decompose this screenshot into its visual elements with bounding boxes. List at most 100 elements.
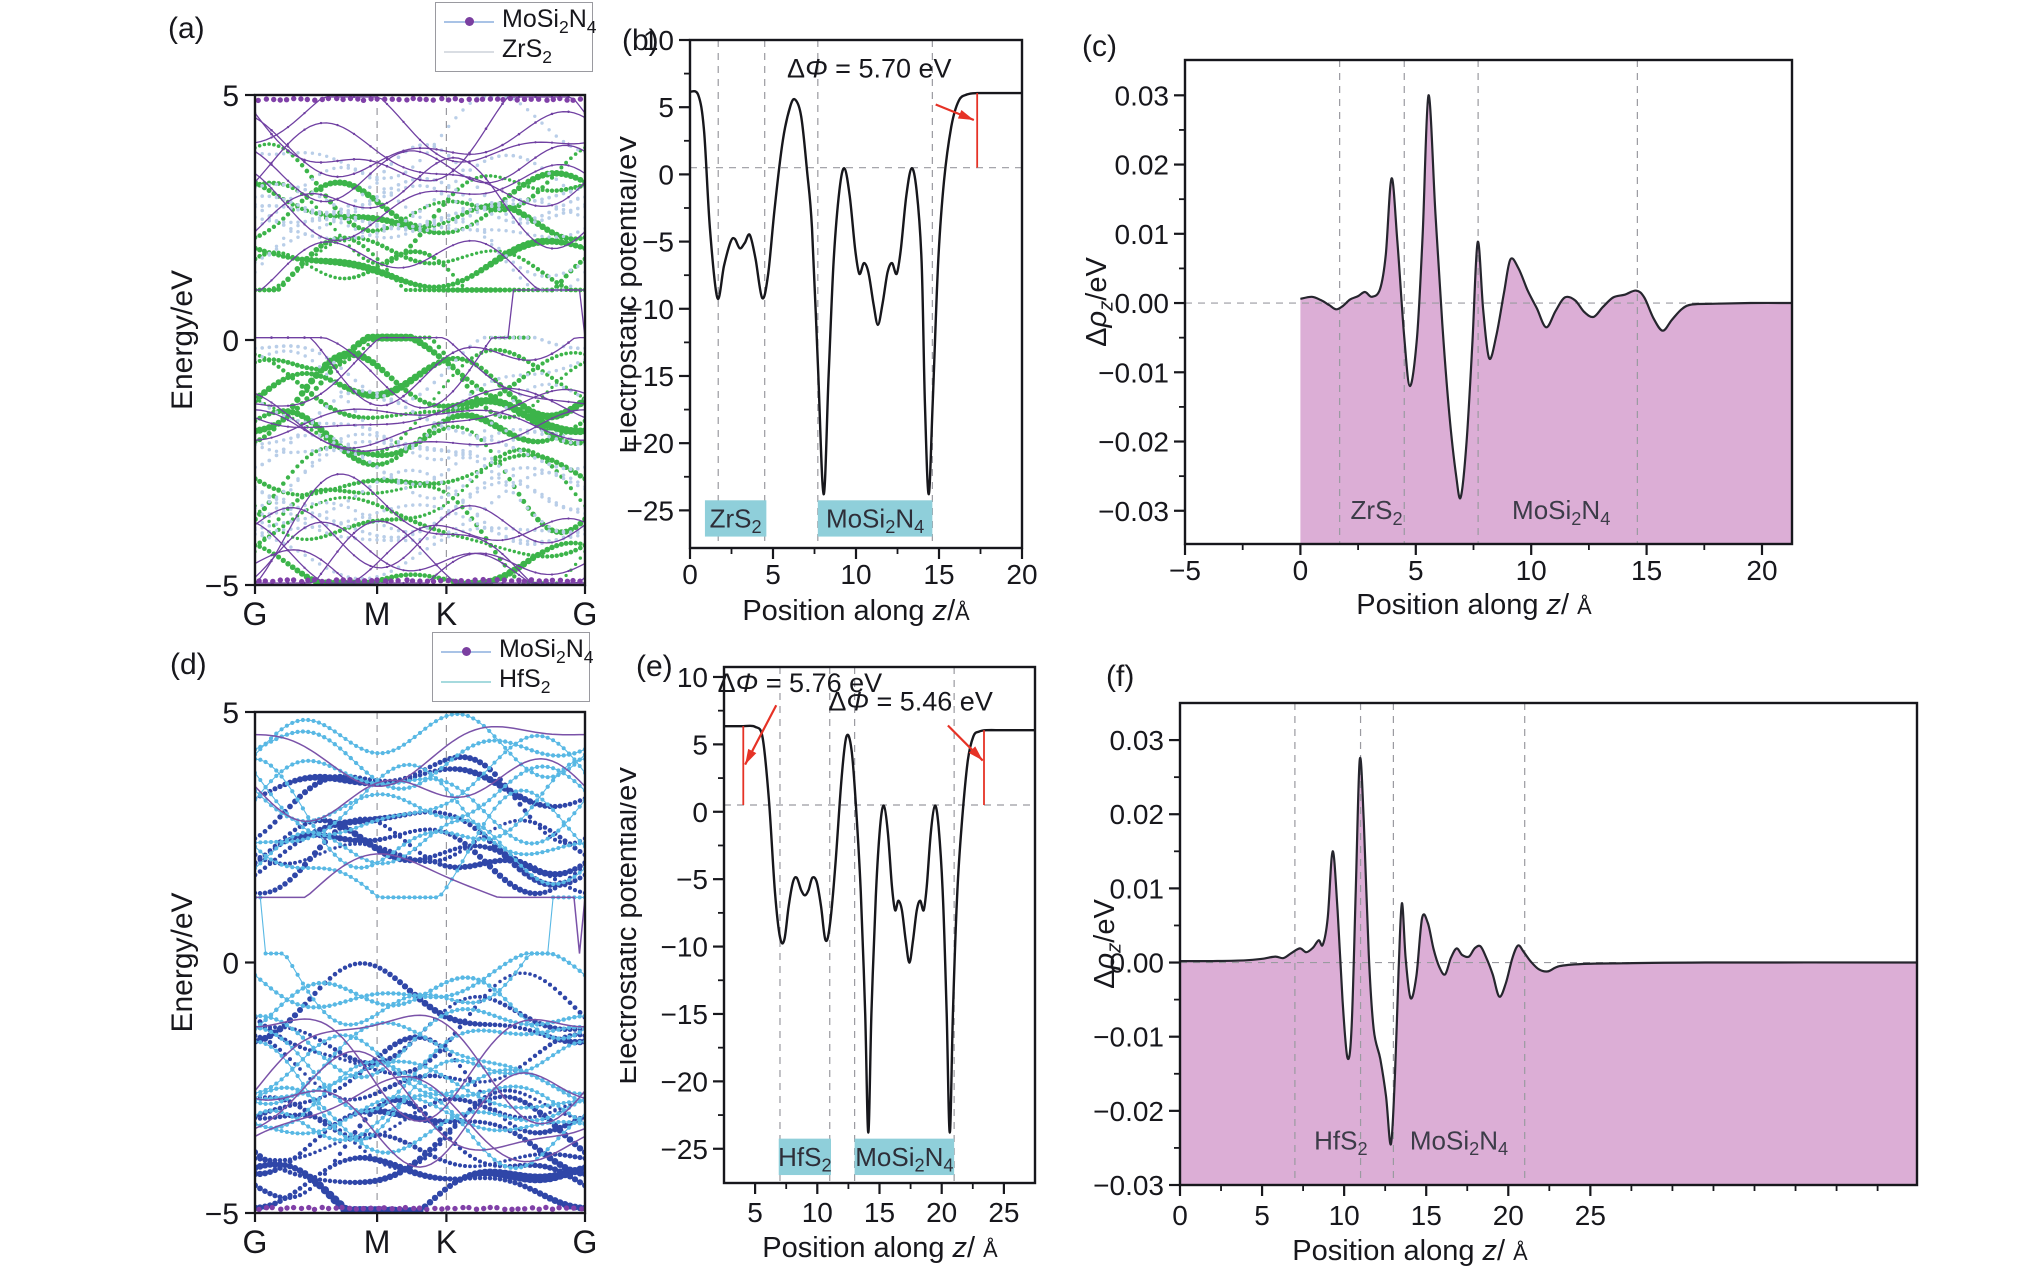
legend-panel-d: MoSi2N4 HfS2 [432, 632, 594, 702]
x-tick-label: 25 [988, 1197, 1019, 1228]
y-tick-label: 5 [222, 697, 239, 730]
y-tick-label: 0.00 [1115, 288, 1170, 319]
panel-b-electrostatic-potential: ΔΦ = 5.70 eV ZrS2 MoSi2N4 0 5 10 15 20 10 5 0 −5 −10… [620, 25, 1038, 627]
ZrS2-projected-green [255, 142, 585, 585]
x-tick-label: 15 [1631, 555, 1662, 586]
y-tick-label: −0.01 [1093, 1022, 1164, 1053]
y-tick-label: −0.03 [1093, 1170, 1164, 1201]
plot-area [1180, 703, 1917, 1185]
legend-entry: MoSi2N4 [444, 7, 597, 37]
legend-label: HfS2 [499, 665, 551, 698]
annotation-arrowhead [745, 748, 757, 765]
y-tick-label: 0.00 [1110, 948, 1165, 979]
potential-curve [724, 724, 1035, 1134]
material-label: MoSi2N4 [1512, 495, 1610, 529]
plot-area [724, 667, 1035, 1183]
panel-label-a: (a) [168, 12, 205, 45]
x-axis-title: Position along z/ Å [762, 1232, 998, 1264]
y-axis-title: Electrostatic potential/eV [620, 765, 643, 1085]
y-tick-label: 0 [692, 797, 708, 828]
y-tick-label: −5 [205, 1198, 239, 1231]
legend-panel-a: MoSi2N4 ZrS2 [435, 2, 597, 72]
plot-border [688, 38, 1024, 550]
y-axis-title: Δρz/eV [1081, 257, 1117, 347]
charge-density-fill [1300, 95, 1792, 544]
y-tick-label: 5 [692, 729, 708, 760]
x-tick-label: 15 [1411, 1200, 1442, 1231]
x-tick-label: 20 [926, 1197, 957, 1228]
k-point-label: G [243, 1224, 268, 1260]
panel-label-f: (f) [1106, 660, 1135, 693]
potential-curve [690, 89, 1022, 496]
x-tick-label: 0 [1293, 555, 1309, 586]
annotation-arrowhead [968, 746, 983, 761]
legend-entry: HfS2 [441, 667, 583, 697]
y-tick-label: −10 [661, 932, 709, 963]
k-point-label: G [573, 1224, 598, 1260]
panel-c-charge-density-difference: ZrS2 MoSi2N4 −5 0 5 10 15 20 0.03 0.02 0.01 0.00 −0.… [1081, 58, 1794, 621]
y-tick-label: 0.02 [1110, 799, 1165, 830]
x-tick-label: 20 [1746, 555, 1777, 586]
y-tick-label: −0.03 [1098, 496, 1169, 527]
legend-marker-line [444, 7, 494, 37]
x-tick-label: 15 [864, 1197, 895, 1228]
k-point-label: G [573, 596, 598, 632]
density-curve [1180, 756, 1917, 1146]
x-tick-label: −5 [1169, 555, 1201, 586]
delta-phi-annotation: ΔΦ = 5.70 eV [787, 54, 952, 84]
material-label: MoSi2N4 [1410, 1125, 1508, 1159]
material-label-box [817, 500, 933, 537]
legend-marker-line [444, 37, 494, 67]
x-tick-label: 20 [1006, 559, 1037, 590]
y-axis-title: Energy/eV [166, 270, 199, 410]
legend-marker-line [441, 637, 491, 667]
x-tick-label: 25 [1575, 1200, 1606, 1231]
MoSi2N4-purple-bands [255, 725, 585, 1168]
material-label: HfS2 [778, 1142, 831, 1176]
plot-area [690, 40, 1022, 548]
y-tick-label: −5 [642, 227, 674, 258]
material-label-box [854, 1138, 955, 1176]
plot-border [722, 665, 1037, 1185]
legend-entry: ZrS2 [444, 37, 586, 67]
y-tick-label: −20 [661, 1066, 709, 1097]
panel-label-e: (e) [636, 650, 673, 683]
y-tick-label: 0 [222, 948, 239, 981]
panel-f-charge-density-difference: HfS2 MoSi2N4 0 5 10 15 20 25 0.03 0.02 0.01 0.00 −0.… [1089, 701, 1919, 1267]
y-tick-label: 0.02 [1115, 150, 1170, 181]
y-axis-title: Electrostatic potential/eV [620, 134, 643, 454]
y-axis-title: Δρz/eV [1089, 899, 1125, 989]
k-point-label: K [436, 1224, 457, 1260]
k-point-label: K [436, 596, 457, 632]
x-tick-label: 10 [1329, 1200, 1360, 1231]
material-label-box [704, 500, 767, 537]
plot-area [1185, 60, 1792, 544]
legend-label: ZrS2 [502, 35, 553, 68]
y-axis-title: Energy/eV [166, 892, 199, 1032]
y-tick-label: −0.02 [1098, 427, 1169, 458]
y-tick-label: 10 [677, 662, 708, 693]
y-tick-label: 10 [643, 25, 674, 56]
k-point-label: M [364, 596, 391, 632]
y-tick-label: −25 [661, 1134, 709, 1165]
y-tick-label: −25 [627, 495, 675, 526]
y-tick-label: 5 [222, 80, 239, 113]
y-tick-label: −15 [627, 361, 675, 392]
material-label: ZrS2 [710, 503, 762, 537]
material-label-box [778, 1138, 831, 1176]
material-label: MoSi2N4 [855, 1142, 953, 1176]
x-tick-label: 15 [923, 559, 954, 590]
y-tick-label: 0.01 [1110, 873, 1165, 904]
panel-label-b: (b) [622, 24, 659, 57]
k-point-label: M [364, 1224, 391, 1260]
material-label: ZrS2 [1351, 495, 1403, 529]
panel-label-d: (d) [170, 648, 207, 681]
legend-marker-dot [465, 17, 474, 26]
y-tick-label: −5 [205, 570, 239, 603]
legend-marker-line [441, 667, 491, 697]
legend-label: MoSi2N4 [499, 635, 594, 668]
